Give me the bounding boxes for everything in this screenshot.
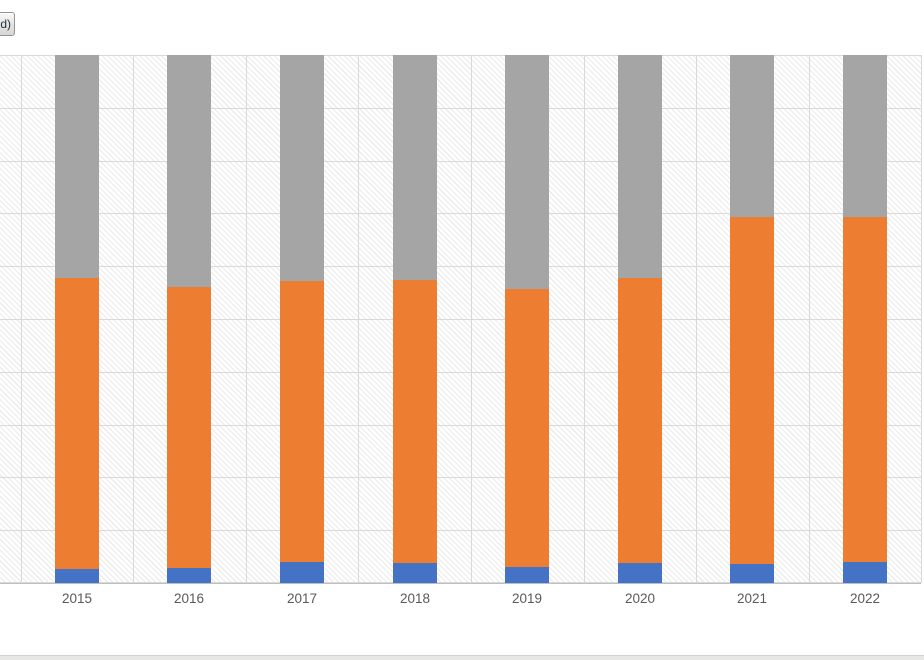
x-tick-label[interactable]: 2021 [736, 591, 768, 606]
vertical-gridline [471, 55, 472, 583]
horizontal-gridline [0, 477, 921, 478]
vertical-gridline [21, 55, 22, 583]
bar-segment-series-gray-2019[interactable] [505, 55, 549, 289]
bar-segment-series-gray-2016[interactable] [167, 55, 211, 287]
bar-segment-series-gray-2020[interactable] [618, 55, 662, 278]
x-tick-label[interactable]: 2022 [849, 591, 881, 606]
bar-segment-series-blue-2015[interactable] [55, 568, 99, 583]
x-tick-label[interactable]: 2019 [511, 591, 543, 606]
horizontal-gridline [0, 319, 921, 320]
vertical-gridline [133, 55, 134, 583]
bar-segment-series-orange-2018[interactable] [393, 279, 437, 564]
bar-segment-series-orange-2016[interactable] [167, 286, 211, 569]
vertical-gridline [358, 55, 359, 583]
bar-segment-series-orange-2019[interactable] [505, 288, 549, 567]
x-tick-label[interactable]: 2015 [61, 591, 93, 606]
pivotchart-field-button[interactable]: d) [0, 12, 15, 36]
horizontal-gridline [0, 582, 921, 583]
horizontal-gridline [0, 425, 921, 426]
horizontal-gridline [0, 372, 921, 373]
x-axis-line [0, 583, 921, 584]
horizontal-gridline [0, 161, 921, 162]
bottom-edge-strip [0, 655, 924, 660]
vertical-gridline [809, 55, 810, 583]
bar-segment-series-orange-2017[interactable] [280, 281, 324, 563]
bar-segment-series-blue-2020[interactable] [618, 563, 662, 583]
vertical-gridline [246, 55, 247, 583]
x-tick-label[interactable]: 2020 [624, 591, 656, 606]
bar-segment-series-blue-2018[interactable] [393, 563, 437, 583]
x-tick-label[interactable]: 2018 [399, 591, 431, 606]
bar-segment-series-gray-2017[interactable] [280, 55, 324, 281]
bar-segment-series-blue-2021[interactable] [730, 564, 774, 583]
bar-segment-series-orange-2015[interactable] [55, 277, 99, 569]
bar-segment-series-blue-2017[interactable] [280, 562, 324, 583]
bar-segment-series-blue-2022[interactable] [843, 562, 887, 583]
horizontal-gridline [0, 213, 921, 214]
horizontal-gridline [0, 266, 921, 267]
bar-segment-series-orange-2022[interactable] [843, 217, 887, 563]
bar-segment-series-blue-2016[interactable] [167, 568, 211, 583]
vertical-gridline [584, 55, 585, 583]
plot-area [0, 55, 922, 583]
horizontal-gridline [0, 108, 921, 109]
bar-segment-series-orange-2021[interactable] [730, 217, 774, 564]
x-tick-label[interactable]: 2016 [173, 591, 205, 606]
bar-segment-series-blue-2019[interactable] [505, 566, 549, 583]
bar-segment-series-orange-2020[interactable] [618, 277, 662, 564]
vertical-gridline [696, 55, 697, 583]
horizontal-gridline [0, 530, 921, 531]
x-tick-label[interactable]: 2017 [286, 591, 318, 606]
horizontal-gridline [0, 55, 921, 56]
vertical-gridline [921, 55, 922, 583]
bar-segment-series-gray-2022[interactable] [843, 55, 887, 218]
bar-segment-series-gray-2018[interactable] [393, 55, 437, 280]
bar-segment-series-gray-2021[interactable] [730, 55, 774, 218]
bar-segment-series-gray-2015[interactable] [55, 55, 99, 278]
